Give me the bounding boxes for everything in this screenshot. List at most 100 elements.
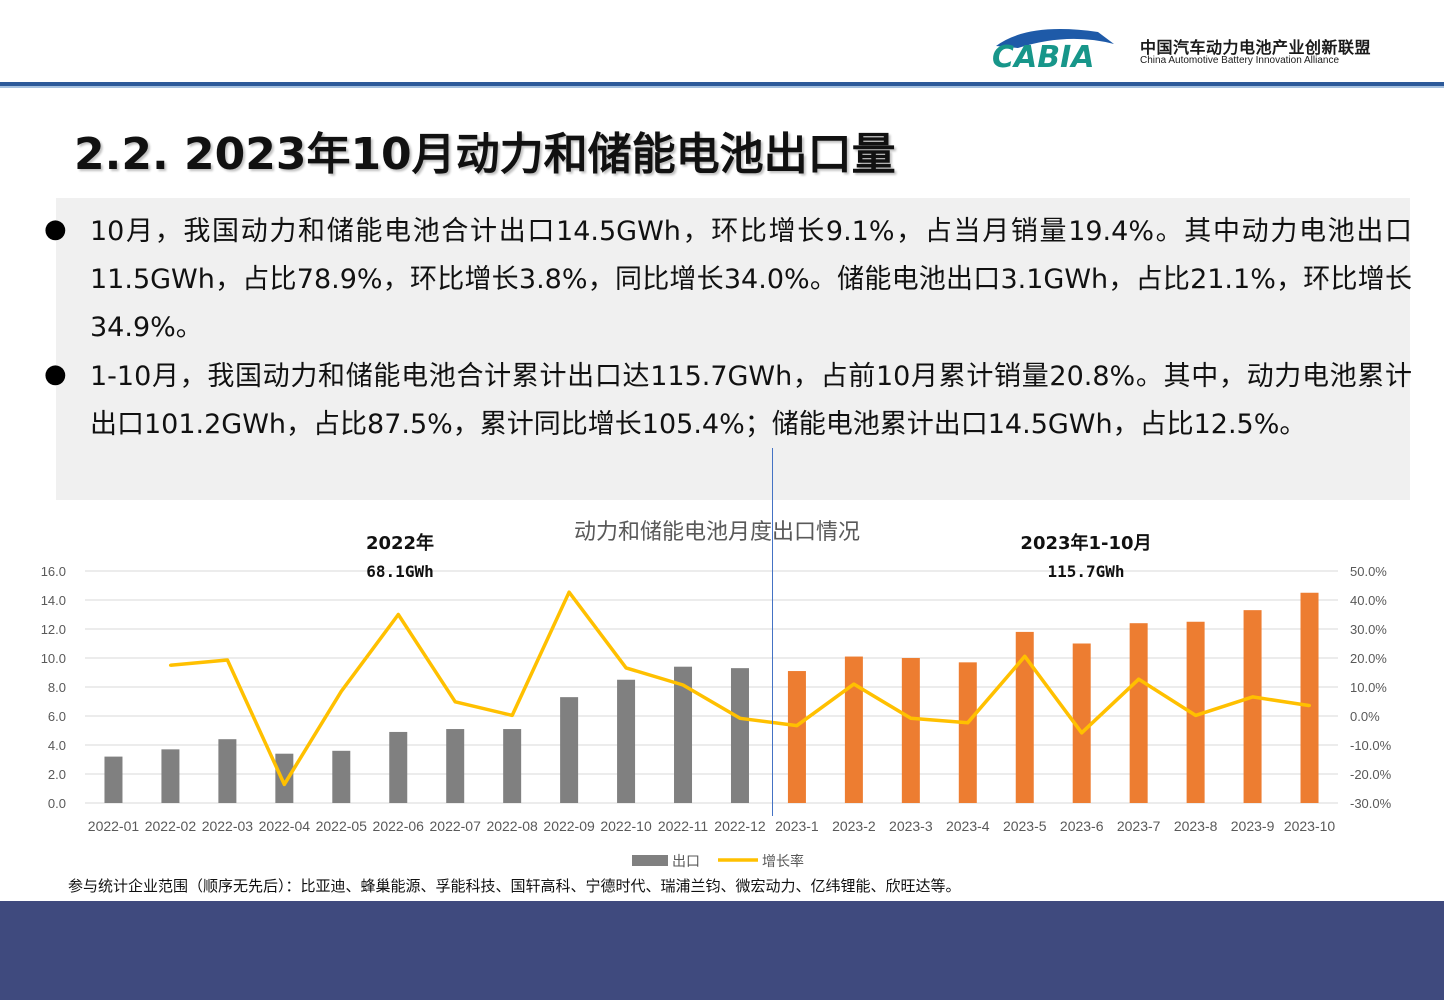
- x-tick-label: 2022-06: [373, 818, 425, 834]
- growth-rate-point: [396, 613, 400, 616]
- chart-title: 动力和储能电池月度出口情况: [574, 520, 860, 545]
- bar: [844, 656, 863, 803]
- cabia-logo: CABIA 中国汽车动力电池产业创新联盟 China Automotive Ba…: [988, 24, 1408, 80]
- bar: [1243, 610, 1262, 803]
- growth-rate-point: [1308, 704, 1312, 708]
- y-left-tick-label: 2.0: [48, 767, 66, 782]
- x-tick-label: 2023-6: [1060, 818, 1104, 834]
- x-tick-label: 2023-9: [1231, 818, 1275, 834]
- y-right-tick-label: 0.0%: [1350, 709, 1380, 724]
- bar: [617, 679, 636, 803]
- bar: [1072, 643, 1091, 803]
- y-right-tick-label: -30.0%: [1350, 796, 1392, 811]
- legend-swatch-bar: [632, 855, 668, 866]
- growth-rate-point: [282, 782, 286, 786]
- org-name-cn: 中国汽车动力电池产业创新联盟: [1140, 38, 1372, 57]
- growth-rate-point: [681, 683, 685, 687]
- x-tick-label: 2022-07: [430, 818, 482, 834]
- x-tick-label: 2022-09: [543, 818, 595, 834]
- bullet-dot-icon: ●: [44, 359, 67, 389]
- growth-rate-point: [567, 590, 571, 594]
- growth-rate-point: [168, 663, 172, 667]
- bar: [218, 739, 237, 803]
- y-left-tick-label: 16.0: [41, 564, 66, 579]
- x-tick-label: 2023-8: [1174, 818, 1218, 834]
- annotation-label: 2022年: [366, 532, 434, 554]
- y-left-tick-label: 8.0: [48, 680, 66, 695]
- growth-rate-point: [1194, 713, 1198, 717]
- bar: [1129, 623, 1148, 803]
- growth-rate-point: [225, 658, 229, 662]
- x-tick-label: 2022-10: [600, 818, 652, 834]
- bar: [389, 731, 408, 803]
- y-left-tick-label: 0.0: [48, 796, 66, 811]
- bar: [503, 729, 522, 803]
- x-tick-label: 2023-2: [832, 818, 876, 834]
- y-left-tick-label: 10.0: [41, 651, 66, 666]
- footer-bar: [0, 901, 1444, 1000]
- cabia-logo-icon: CABIA: [992, 29, 1114, 74]
- x-tick-label: 2022-01: [88, 818, 140, 834]
- x-tick-label: 2023-7: [1117, 818, 1161, 834]
- bar: [446, 729, 465, 803]
- legend-label-bar: 出口: [672, 854, 700, 870]
- growth-rate-point: [966, 721, 970, 725]
- page-title: 2.2. 2023年10月动力和储能电池出口量: [74, 129, 896, 180]
- y-left-tick-label: 4.0: [48, 738, 66, 753]
- bullet-paragraph-1: 10月，我国动力和储能电池合计出口14.5GWh，环比增长9.1%，占当月销量1…: [90, 216, 1412, 343]
- bar: [901, 658, 920, 803]
- bar: [104, 756, 123, 803]
- growth-rate-point: [1251, 695, 1255, 699]
- bar: [1186, 621, 1205, 803]
- x-tick-label: 2023-5: [1003, 818, 1047, 834]
- x-tick-label: 2022-08: [486, 818, 538, 834]
- growth-rate-point: [909, 716, 913, 720]
- x-tick-label: 2022-03: [202, 818, 254, 834]
- y-left-tick-label: 6.0: [48, 709, 66, 724]
- growth-rate-point: [510, 713, 514, 717]
- bar: [787, 671, 806, 803]
- footnote: 参与统计企业范围（顺序无先后）：比亚迪、蜂巢能源、孚能科技、国轩高科、宁德时代、…: [68, 877, 961, 895]
- org-name-en: China Automotive Battery Innovation Alli…: [1140, 55, 1340, 66]
- x-tick-label: 2023-4: [946, 818, 990, 834]
- x-tick-label: 2023-10: [1284, 818, 1336, 834]
- growth-rate-point: [852, 682, 856, 686]
- x-tick-label: 2022-11: [658, 818, 709, 834]
- growth-rate-point: [453, 700, 457, 704]
- header-divider-light: [0, 86, 1444, 88]
- y-right-tick-label: -20.0%: [1350, 767, 1392, 782]
- bar: [1015, 631, 1034, 803]
- bar: [958, 662, 977, 803]
- bar: [1300, 592, 1319, 803]
- bullet-paragraph-2: 1-10月，我国动力和储能电池合计累计出口达115.7GWh，占前10月累计销量…: [90, 361, 1412, 440]
- svg-text:CABIA: CABIA: [992, 40, 1094, 74]
- header-divider: [0, 82, 1444, 86]
- annotation-value: 68.1GWh: [366, 562, 433, 581]
- growth-rate-point: [795, 724, 799, 728]
- x-tick-label: 2023-3: [889, 818, 933, 834]
- bar: [560, 697, 579, 803]
- bar: [161, 749, 180, 803]
- bar: [674, 666, 693, 803]
- growth-rate-point: [339, 689, 343, 693]
- y-right-tick-label: 50.0%: [1350, 564, 1387, 579]
- x-tick-label: 2022-04: [259, 818, 311, 834]
- growth-rate-point: [1137, 677, 1141, 681]
- growth-rate-point: [738, 716, 742, 720]
- bar: [275, 753, 294, 803]
- x-tick-label: 2022-05: [316, 818, 368, 834]
- y-left-tick-label: 12.0: [41, 622, 66, 637]
- x-tick-label: 2022-02: [145, 818, 197, 834]
- y-right-tick-label: 30.0%: [1350, 622, 1387, 637]
- year-divider-line: [772, 448, 773, 816]
- y-right-tick-label: 40.0%: [1350, 593, 1387, 608]
- growth-rate-point: [624, 666, 628, 670]
- y-right-tick-label: -10.0%: [1350, 738, 1392, 753]
- summary-box: [56, 198, 1410, 500]
- x-tick-label: 2023-1: [775, 818, 819, 834]
- legend-label-line: 增长率: [762, 853, 804, 870]
- growth-rate-point: [1023, 654, 1027, 658]
- growth-rate-point: [1080, 731, 1084, 735]
- export-chart: 动力和储能电池月度出口情况 0.0 2.0 4.0 6.0 8.0 10.0 12.0 14.0…: [41, 520, 1392, 870]
- bullet-dot-icon: ●: [44, 214, 67, 244]
